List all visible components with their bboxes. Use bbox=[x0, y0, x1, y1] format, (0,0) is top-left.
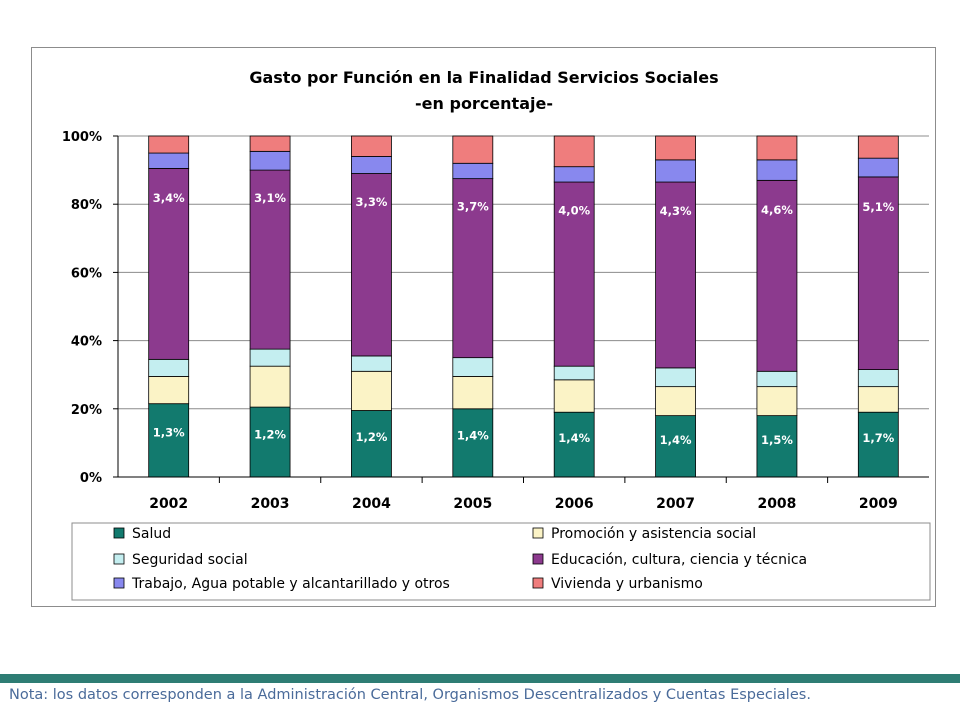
data-label: 1,2% bbox=[254, 428, 286, 442]
y-tick-label: 100% bbox=[62, 130, 102, 145]
bar-segment bbox=[756, 415, 798, 478]
footer-divider bbox=[0, 674, 960, 683]
y-tick-label: 0% bbox=[80, 471, 102, 486]
bar-segment bbox=[756, 179, 798, 372]
bar-segment bbox=[857, 176, 899, 370]
y-tick-label: 40% bbox=[71, 335, 102, 350]
bar-segment bbox=[655, 135, 696, 161]
bar-segment bbox=[452, 376, 494, 410]
chart-subtitle: -en porcentaje- bbox=[415, 94, 553, 113]
grid-layer bbox=[118, 135, 929, 410]
bar-segment bbox=[655, 159, 696, 183]
bar-segment bbox=[452, 162, 494, 180]
bar-segment bbox=[655, 386, 696, 417]
legend-entry: Salud bbox=[132, 526, 171, 542]
data-label: 1,4% bbox=[660, 433, 692, 447]
x-tick-label: 2007 bbox=[656, 496, 695, 512]
legend-swatch bbox=[113, 527, 125, 539]
legend-entry: Promoción y asistencia social bbox=[551, 526, 756, 542]
data-label: 3,7% bbox=[457, 199, 489, 213]
bar-segment bbox=[148, 135, 190, 154]
axis-layer: 0% 20% 40% 60% 80% 100% 2002 2003 2004 2005 2006 20… bbox=[62, 130, 929, 512]
bar-segment bbox=[148, 167, 190, 360]
bar-segment bbox=[857, 411, 899, 478]
bar-segment bbox=[351, 135, 392, 157]
bar-segment bbox=[148, 152, 190, 169]
bar-segment bbox=[249, 365, 291, 408]
bar-segment bbox=[249, 406, 291, 478]
y-tick-label: 80% bbox=[71, 198, 102, 213]
bar-segment bbox=[249, 169, 291, 350]
bar-segment bbox=[756, 386, 798, 417]
legend-swatch bbox=[532, 577, 544, 589]
data-label: 1,4% bbox=[558, 431, 590, 445]
data-label: 4,6% bbox=[761, 203, 793, 217]
bar-segment bbox=[249, 135, 291, 152]
bar-segment bbox=[148, 376, 190, 405]
chart-title: Gasto por Función en la Finalidad Servic… bbox=[249, 68, 718, 87]
legend: Salud Promoción y asistencia social Seguri… bbox=[71, 522, 931, 601]
legend-box bbox=[71, 522, 931, 601]
data-label: 3,4% bbox=[153, 191, 185, 205]
bar-segment bbox=[857, 369, 899, 388]
labels-layer: 1,3% 3,4% 1,2% 3,1% 1,2% 3,3% 1,4% 3,7% 1,4% 4,0%… bbox=[153, 191, 895, 447]
legend-swatch bbox=[113, 577, 125, 589]
bar-segment bbox=[351, 370, 392, 411]
x-tick-label: 2008 bbox=[757, 496, 796, 512]
data-label: 1,7% bbox=[862, 431, 894, 445]
bar-segment bbox=[655, 181, 696, 369]
bar-segment bbox=[857, 135, 899, 159]
legend-swatch bbox=[113, 553, 125, 565]
bar-segment bbox=[553, 166, 595, 183]
data-label: 1,3% bbox=[153, 426, 185, 440]
bar-segment bbox=[756, 159, 798, 181]
bar-segment bbox=[148, 403, 190, 478]
data-label: 5,1% bbox=[862, 200, 894, 214]
bars-layer bbox=[148, 135, 899, 478]
x-tick-label: 2006 bbox=[555, 496, 594, 512]
x-tick-label: 2003 bbox=[251, 496, 290, 512]
legend-swatch bbox=[532, 527, 544, 539]
bar-segment bbox=[655, 367, 696, 388]
bar-segment bbox=[452, 357, 494, 377]
footer-note: Nota: los datos corresponden a la Admini… bbox=[9, 687, 811, 703]
legend-entry: Vivienda y urbanismo bbox=[551, 576, 703, 592]
bar-segment bbox=[857, 157, 899, 178]
data-label: 4,0% bbox=[558, 204, 590, 218]
data-label: 1,4% bbox=[457, 429, 489, 443]
bar-segment bbox=[452, 135, 494, 164]
bar-segment bbox=[351, 355, 392, 372]
bar-segment bbox=[857, 386, 899, 413]
y-tick-label: 60% bbox=[71, 266, 102, 281]
legend-entry: Educación, cultura, ciencia y técnica bbox=[551, 552, 807, 568]
bar-segment bbox=[756, 370, 798, 388]
x-tick-label: 2004 bbox=[352, 496, 391, 512]
bar-segment bbox=[553, 181, 595, 367]
data-label: 1,5% bbox=[761, 433, 793, 447]
bar-segment bbox=[249, 348, 291, 367]
bar-segment bbox=[553, 365, 595, 381]
data-label: 4,3% bbox=[660, 204, 692, 218]
bar-segment bbox=[452, 408, 494, 478]
bar-segment bbox=[553, 135, 595, 168]
y-tick-label: 20% bbox=[71, 403, 102, 418]
data-label: 1,2% bbox=[355, 430, 387, 444]
bar-segment bbox=[148, 358, 190, 377]
bar-segment bbox=[351, 156, 392, 174]
legend-swatch bbox=[532, 553, 544, 565]
chart-frame: Gasto por Función en la Finalidad Servic… bbox=[31, 47, 936, 607]
chart-svg: Gasto por Función en la Finalidad Servic… bbox=[62, 68, 931, 601]
legend-entry: Trabajo, Agua potable y alcantarillado y… bbox=[131, 576, 450, 592]
legend-entry: Seguridad social bbox=[132, 552, 248, 568]
x-tick-label: 2009 bbox=[859, 496, 898, 512]
bar-segment bbox=[249, 150, 291, 171]
bar-segment bbox=[553, 379, 595, 413]
data-label: 3,3% bbox=[355, 195, 387, 209]
x-tick-label: 2005 bbox=[453, 496, 492, 512]
data-label: 3,1% bbox=[254, 191, 286, 205]
bar-segment bbox=[655, 415, 696, 478]
x-tick-label: 2002 bbox=[149, 496, 188, 512]
bar-segment bbox=[756, 135, 798, 161]
